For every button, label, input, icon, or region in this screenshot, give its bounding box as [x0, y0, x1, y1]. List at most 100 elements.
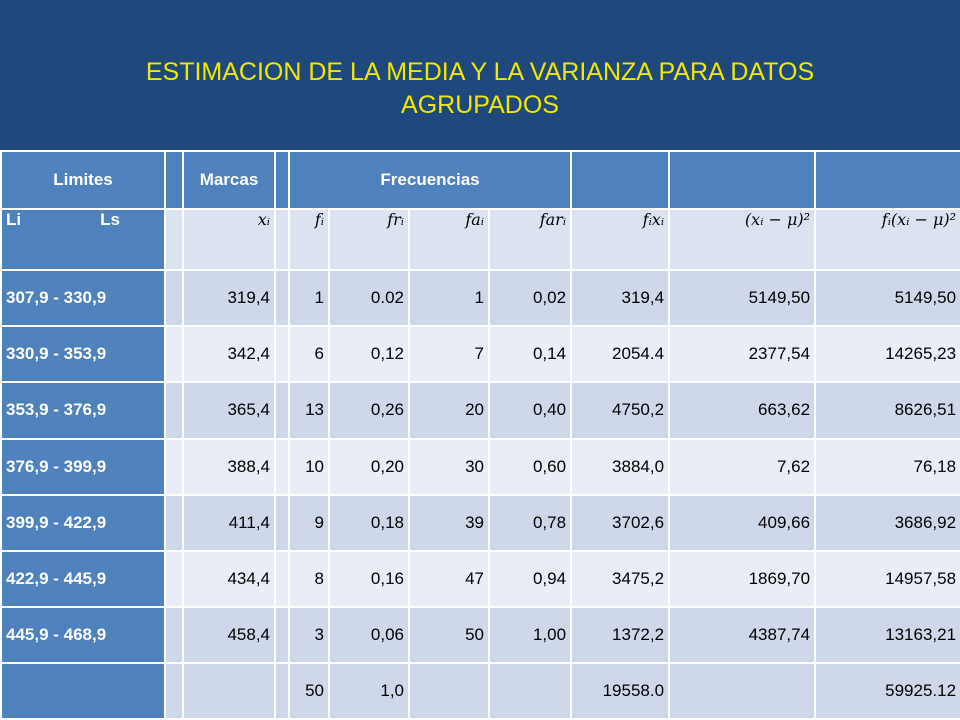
subheader-row: Li Ls xᵢ fᵢ frᵢ faᵢ farᵢ fᵢxᵢ (xᵢ − μ)² …: [0, 208, 960, 272]
cell-fi: 9: [288, 493, 330, 552]
cell-spacer: [274, 381, 290, 440]
cell-dev-sq: 5149,50: [668, 269, 817, 328]
header-frecuencias: Frecuencias: [287, 149, 573, 211]
cell-spacer: [274, 549, 290, 608]
cell-fari: 0,14: [487, 325, 573, 384]
cell-spacer: [164, 437, 184, 496]
title-area: ESTIMACION DE LA MEDIA Y LA VARIANZA PAR…: [0, 0, 960, 150]
subheader-fari: farᵢ: [487, 208, 573, 272]
subheader-dev-sq: (xᵢ − μ)²: [668, 208, 817, 272]
cell-fi: 13: [288, 381, 330, 440]
subheader-fi: fᵢ: [288, 208, 330, 272]
table-row: 399,9 - 422,9 411,4 9 0,18 39 0,78 3702,…: [0, 493, 960, 552]
subheader-fai: faᵢ: [408, 208, 490, 272]
cell-range: 422,9 - 445,9: [0, 549, 166, 608]
cell-spacer: [164, 325, 184, 384]
totals-empty: [408, 661, 490, 720]
cell-fri: 0,16: [328, 549, 410, 608]
cell-fi: 8: [288, 549, 330, 608]
cell-fari: 0,78: [487, 493, 573, 552]
table-row: 376,9 - 399,9 388,4 10 0,20 30 0,60 3884…: [0, 437, 960, 496]
cell-fri: 0,06: [328, 605, 410, 664]
cell-fixi: 4750,2: [570, 381, 671, 440]
cell-fari: 0,40: [487, 381, 573, 440]
cell-fri: 0,20: [328, 437, 410, 496]
cell-fri: 0,26: [328, 381, 410, 440]
cell-fri: 0.02: [328, 269, 410, 328]
cell-fari: 0,94: [487, 549, 573, 608]
table-row: 353,9 - 376,9 365,4 13 0,26 20 0,40 4750…: [0, 381, 960, 440]
cell-xi: 342,4: [182, 325, 276, 384]
title-line-2: AGRUPADOS: [401, 91, 559, 119]
page-title: ESTIMACION DE LA MEDIA Y LA VARIANZA PAR…: [0, 56, 960, 122]
subheader-xi: xᵢ: [182, 208, 276, 272]
total-fi-dev-sq: 59925.12: [814, 661, 960, 720]
cell-fari: 0,02: [487, 269, 573, 328]
cell-fixi: 2054.4: [570, 325, 671, 384]
subheader-li: Li: [6, 210, 22, 230]
cell-fi: 3: [288, 605, 330, 664]
cell-fri: 0,18: [328, 493, 410, 552]
cell-fi-dev-sq: 14957,58: [814, 549, 960, 608]
header-empty: [814, 149, 960, 211]
cell-dev-sq: 1869,70: [668, 549, 817, 608]
cell-spacer: [164, 381, 184, 440]
cell-dev-sq: 663,62: [668, 381, 817, 440]
cell-fai: 1: [408, 269, 490, 328]
cell-spacer: [164, 493, 184, 552]
cell-fixi: 3702,6: [570, 493, 671, 552]
cell-fai: 7: [408, 325, 490, 384]
cell-fri: 0,12: [328, 325, 410, 384]
cell-fixi: 3475,2: [570, 549, 671, 608]
cell-xi: 388,4: [182, 437, 276, 496]
title-line-1: ESTIMACION DE LA MEDIA Y LA VARIANZA PAR…: [145, 58, 815, 86]
cell-range: 399,9 - 422,9: [0, 493, 166, 552]
subheader-li-ls: Li Ls: [0, 208, 166, 272]
totals-spacer: [164, 661, 184, 720]
cell-spacer: [164, 549, 184, 608]
cell-range: 445,9 - 468,9: [0, 605, 166, 664]
cell-fixi: 319,4: [570, 269, 671, 328]
total-fixi: 19558.0: [570, 661, 671, 720]
cell-dev-sq: 4387,74: [668, 605, 817, 664]
cell-spacer: [164, 605, 184, 664]
cell-fi-dev-sq: 13163,21: [814, 605, 960, 664]
frequency-table: Limites Marcas Frecuencias Li Ls xᵢ fᵢ f…: [0, 149, 960, 720]
cell-spacer: [164, 269, 184, 328]
cell-range: 376,9 - 399,9: [0, 437, 166, 496]
cell-xi: 411,4: [182, 493, 276, 552]
cell-fari: 0,60: [487, 437, 573, 496]
cell-fixi: 3884,0: [570, 437, 671, 496]
cell-fi: 6: [288, 325, 330, 384]
cell-range: 330,9 - 353,9: [0, 325, 166, 384]
subheader-fi-dev-sq: fᵢ(xᵢ − μ)²: [814, 208, 960, 272]
totals-empty: [487, 661, 573, 720]
cell-fari: 1,00: [487, 605, 573, 664]
subheader-fixi: fᵢxᵢ: [570, 208, 671, 272]
cell-spacer: [274, 605, 290, 664]
totals-row: 50 1,0 19558.0 59925.12: [0, 661, 960, 720]
table-row: 422,9 - 445,9 434,4 8 0,16 47 0,94 3475,…: [0, 549, 960, 608]
total-fi: 50: [288, 661, 330, 720]
cell-fai: 39: [408, 493, 490, 552]
header-spacer: [164, 149, 184, 211]
subheader-fri: frᵢ: [328, 208, 410, 272]
cell-fai: 20: [408, 381, 490, 440]
cell-spacer: [274, 437, 290, 496]
total-fri: 1,0: [328, 661, 410, 720]
cell-fi: 10: [288, 437, 330, 496]
cell-fi-dev-sq: 14265,23: [814, 325, 960, 384]
cell-range: 353,9 - 376,9: [0, 381, 166, 440]
header-empty: [668, 149, 817, 211]
totals-empty: [0, 661, 166, 720]
header-limites: Limites: [0, 149, 166, 211]
cell-fixi: 1372,2: [570, 605, 671, 664]
table-row: 445,9 - 468,9 458,4 3 0,06 50 1,00 1372,…: [0, 605, 960, 664]
cell-dev-sq: 7,62: [668, 437, 817, 496]
table-row: 330,9 - 353,9 342,4 6 0,12 7 0,14 2054.4…: [0, 325, 960, 384]
cell-fai: 50: [408, 605, 490, 664]
cell-dev-sq: 2377,54: [668, 325, 817, 384]
cell-fi-dev-sq: 76,18: [814, 437, 960, 496]
cell-spacer: [274, 269, 290, 328]
cell-spacer: [274, 325, 290, 384]
